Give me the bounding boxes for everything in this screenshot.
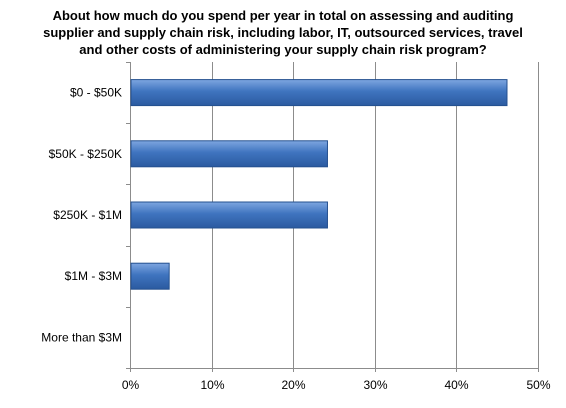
x-tick-label: 40% <box>444 378 468 392</box>
chart-title-line: supplier and supply chain risk, includin… <box>43 25 523 40</box>
chart-title-line: and other costs of administering your su… <box>79 42 487 57</box>
x-tick-label: 20% <box>281 378 305 392</box>
x-tick-label: 0% <box>122 378 140 392</box>
x-tick-label: 30% <box>363 378 387 392</box>
bar <box>130 140 328 168</box>
category-label: $250K - $1M <box>53 208 122 222</box>
category-label: $1M - $3M <box>65 269 122 283</box>
category-label: More than $3M <box>41 330 122 344</box>
category-label: $50K - $250K <box>49 147 122 161</box>
x-tick-label: 50% <box>526 378 550 392</box>
bar <box>130 262 170 290</box>
chart-title: About how much do you spend per year in … <box>0 7 566 58</box>
x-tick-label: 10% <box>200 378 224 392</box>
category-labels: $0 - $50K $50K - $250K $250K - $1M $1M - $3… <box>41 86 122 345</box>
chart-title-line: About how much do you spend per year in … <box>52 8 514 23</box>
tick-labels: 0% 10% 20% 30% 40% 50% <box>122 378 551 392</box>
category-label: $0 - $50K <box>70 86 122 100</box>
bars <box>130 79 508 290</box>
bar <box>130 79 508 107</box>
bar <box>130 201 328 229</box>
